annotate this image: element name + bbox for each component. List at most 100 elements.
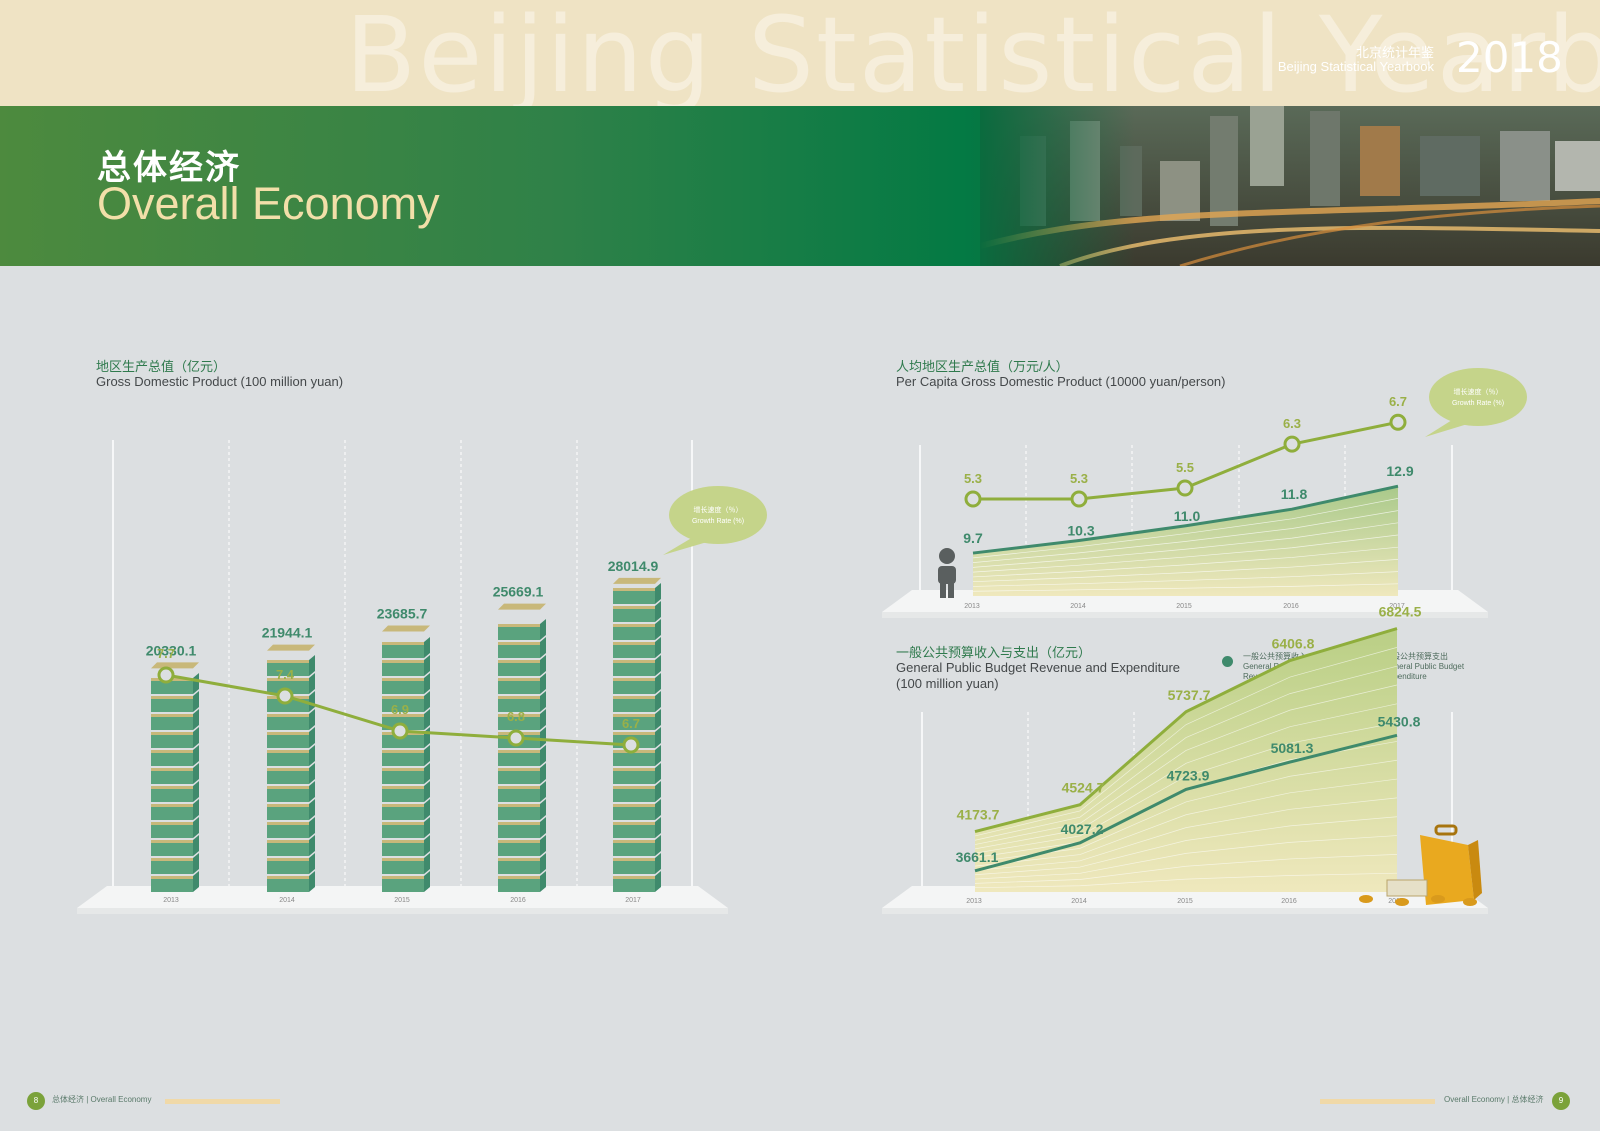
gdp-bar-block (151, 696, 193, 712)
gdp-bar-side (193, 799, 199, 820)
footer-right: Overall Economy | 总体经济 (1444, 1094, 1543, 1105)
gdp-bar-stripe (267, 786, 309, 789)
gdp-bar-block (382, 678, 424, 694)
gdp-bar-side (655, 817, 661, 838)
gdp-bar-stripe (151, 876, 193, 879)
gdp-bar-block (267, 732, 309, 748)
footer-right-en: Overall Economy (1444, 1095, 1505, 1104)
footer-right-cn: 总体经济 (1511, 1095, 1544, 1104)
budget-area-hatch (974, 722, 1398, 854)
footer-left: 总体经济 | Overall Economy (52, 1094, 151, 1105)
gdp-bar-block (613, 588, 655, 604)
budget-area-hatch (974, 797, 1398, 871)
pcgdp-chart-title: Per Capita Gross Domestic Product (10000… (896, 374, 1226, 389)
gdp-bar-side (540, 781, 546, 802)
gdp-bar-block (498, 822, 540, 838)
gdp-bar-stripe (151, 768, 193, 771)
header-watermark: Beijing Statistical Yearbook (345, 0, 1600, 106)
gdp-bar-side (655, 871, 661, 892)
gdp-chart-title-cn: 地区生产总值（亿元） (96, 359, 227, 374)
briefcase-icon-coin (1431, 895, 1445, 903)
pc-x-tick: 2013 (964, 603, 980, 610)
gdp-bar-side (655, 619, 661, 640)
gdp-bar-side (193, 763, 199, 784)
gdp-bar-block (267, 858, 309, 874)
gdp-bar-stripe (613, 714, 655, 717)
gdp-bar-stripe (382, 804, 424, 807)
briefcase-icon-money (1386, 879, 1428, 897)
pc-growth-bubble-en: Growth Rate (%) (1452, 400, 1504, 407)
gdp-bar-stripe (613, 840, 655, 843)
gdp-bar-side (655, 691, 661, 712)
gdp-growth-label: 7.7 (157, 646, 175, 661)
pc-x-tick: 2016 (1283, 603, 1299, 610)
gdp-bar-side (309, 763, 315, 784)
budget-area-hatch (974, 835, 1398, 880)
gdp-bar-stripe (382, 822, 424, 825)
gdp-bar-stripe (498, 714, 540, 717)
gdp-bar-side (540, 727, 546, 748)
gdp-bar-stripe (498, 804, 540, 807)
gdp-bar-side (424, 655, 430, 676)
budget-revenue-value: 4027.2 (1061, 821, 1104, 837)
gdp-bar-stripe (613, 858, 655, 861)
gdp-bar-block (613, 768, 655, 784)
person-icon-head (939, 548, 955, 564)
gdp-bar-block (382, 876, 424, 892)
gdp-bar-side (424, 763, 430, 784)
gdp-bar-stripe (267, 822, 309, 825)
gdp-bar-side (424, 817, 430, 838)
gdp-bar-side (424, 673, 430, 694)
gdp-bar-block (498, 678, 540, 694)
pc-growth-label: 6.3 (1283, 416, 1301, 431)
gdp-bar-side (424, 709, 430, 730)
pc-area-hatch (972, 571, 1399, 587)
gdp-bar-side (655, 763, 661, 784)
gdp-bar-block (151, 840, 193, 856)
gdp-bar (267, 644, 315, 892)
pc-growth-bubble-body (1429, 368, 1527, 426)
person-icon-leg (948, 582, 954, 598)
gdp-bar-side (655, 655, 661, 676)
gdp-bar-side (540, 799, 546, 820)
gdp-bar-stripe (613, 876, 655, 879)
pc-growth-bubble-cn: 增长速度（％） (1454, 387, 1503, 396)
gdp-bar-block (382, 804, 424, 820)
gdp-bar-stripe (267, 768, 309, 771)
gdp-bar-stripe (498, 876, 540, 879)
gdp-growth-point (507, 729, 525, 747)
gdp-x-tick: 2016 (510, 897, 526, 904)
legend-revenue-cn: 一般公共预算收入 (1243, 652, 1307, 661)
gdp-bar-value: 25669.1 (493, 584, 544, 600)
gdp-bar-stripe (613, 678, 655, 681)
pc-area-hatch (972, 559, 1399, 583)
gdp-bar-stripe (613, 804, 655, 807)
gdp-bar-stripe (267, 750, 309, 753)
gdp-bar-block (151, 876, 193, 892)
gdp-growth-bubble-en: Growth Rate (%) (692, 518, 744, 525)
gdp-bar-side (193, 853, 199, 874)
gdp-bar-block (151, 786, 193, 802)
budget-expenditure-value: 6824.5 (1379, 604, 1422, 620)
gdp-bar-block (151, 804, 193, 820)
gdp-bar-block (498, 642, 540, 658)
yearbook-title-en: Beijing Statistical Yearbook (1277, 59, 1434, 74)
gdp-growth-point (622, 736, 640, 754)
gdp-bar-block (267, 804, 309, 820)
gdp-bar-side (540, 637, 546, 658)
gdp-bar-side (655, 727, 661, 748)
budget-revenue-value: 3661.1 (956, 849, 999, 865)
gdp-growth-bubble-body (669, 486, 767, 544)
gdp-bar-side (424, 799, 430, 820)
pc-growth-point (1176, 479, 1194, 497)
gdp-bar-value: 20330.1 (146, 642, 197, 658)
gdp-bar-stripe (498, 624, 540, 627)
gdp-bar-side (655, 601, 661, 622)
gdp-bar-stripe (498, 768, 540, 771)
gdp-bar-stripe (151, 840, 193, 843)
gdp-bar-stripe (382, 678, 424, 681)
gdp-bar-stripe (498, 858, 540, 861)
gdp-bar-value: 21944.1 (262, 625, 313, 641)
gdp-bar-block (613, 786, 655, 802)
